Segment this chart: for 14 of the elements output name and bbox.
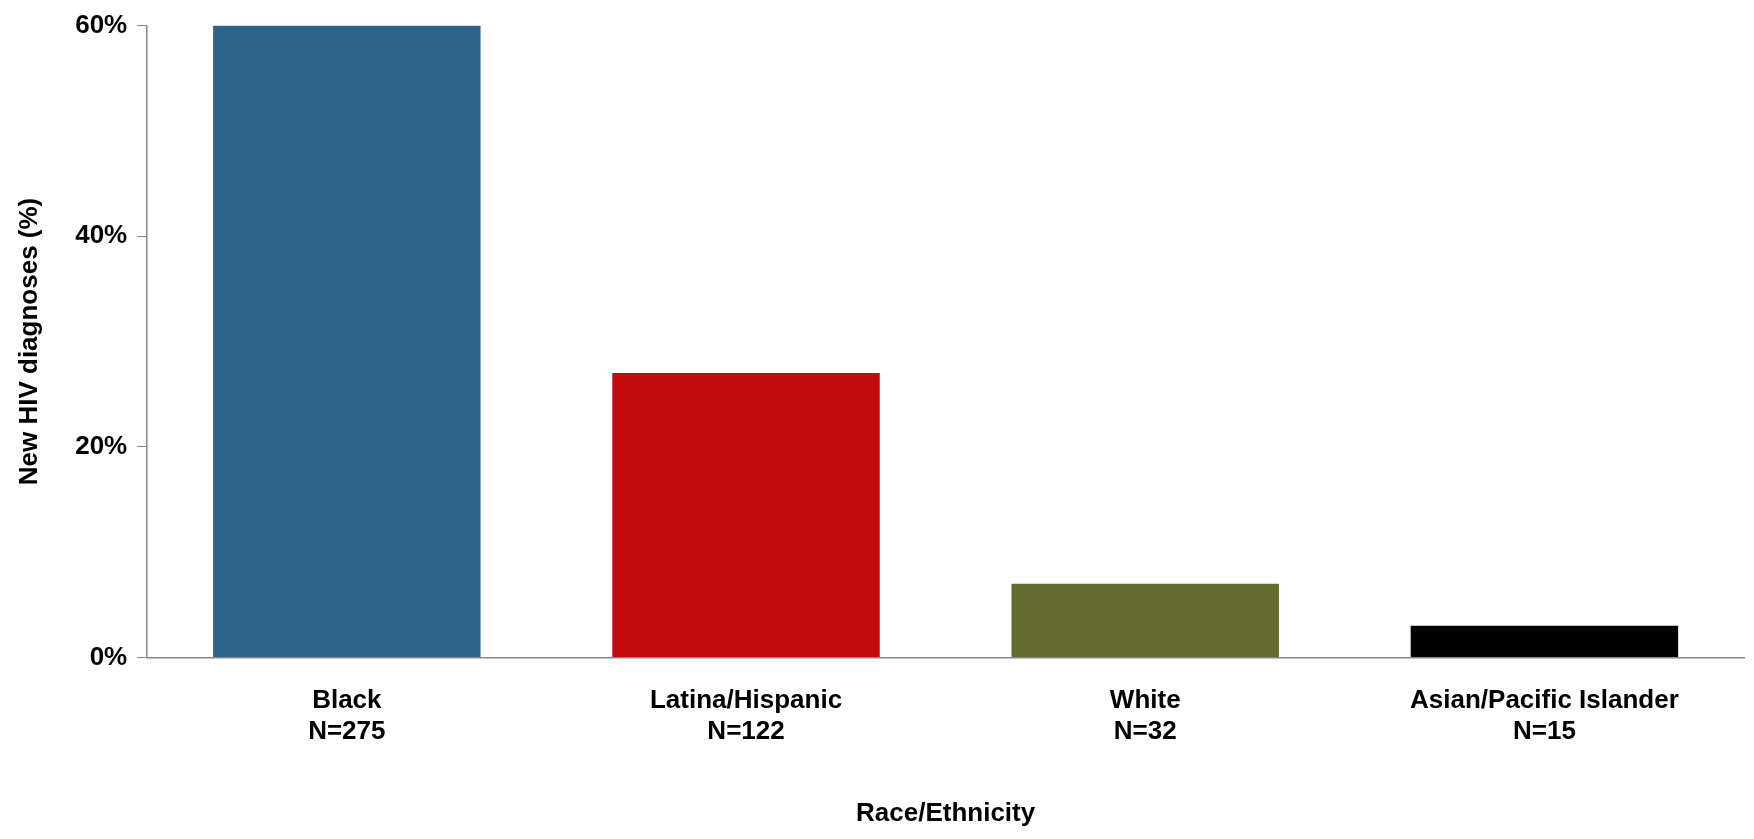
x-tick-label: Latina/Hispanic N=122	[649, 684, 843, 746]
bar	[612, 373, 880, 657]
x-tick-label: White N=32	[1109, 684, 1181, 746]
y-tick-label: 60%	[75, 8, 128, 39]
y-tick-label: 20%	[75, 429, 128, 460]
y-tick-label: 40%	[75, 219, 128, 250]
x-tick-label: Black N=275	[308, 684, 386, 746]
y-tick-label: 0%	[89, 640, 128, 671]
x-axis-title: Race/Ethnicity	[856, 796, 1036, 827]
x-tick-label: Asian/Pacific Islander N=15	[1410, 684, 1679, 746]
bar	[1011, 583, 1279, 657]
bar	[213, 25, 481, 657]
bar	[1410, 625, 1679, 657]
y-axis-title: New HIV diagnoses (%)	[12, 197, 43, 486]
